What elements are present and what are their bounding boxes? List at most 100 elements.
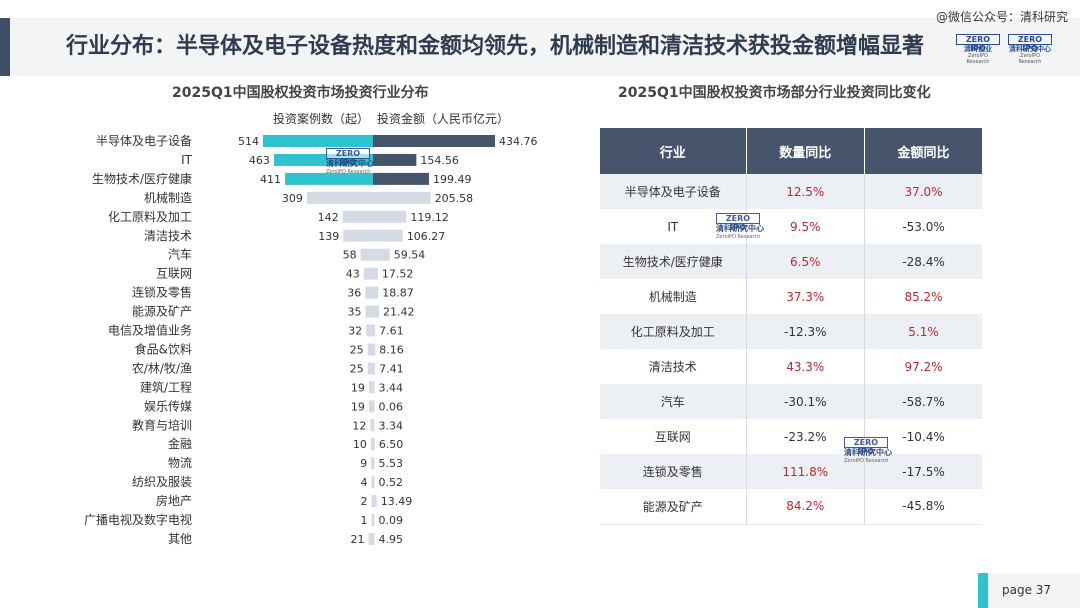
amount-yoy-cell: -58.7% [864,384,982,419]
count-bar [363,267,373,280]
amount-bar [373,381,375,394]
amount-value-label: 21.42 [383,306,415,319]
header-logos: ZERO IPO 清科创业 ZeroIPO Research ZERO IPO … [956,34,1052,65]
category-label: 连锁及零售 [132,285,192,300]
logo-cn-alt: 清科创业 [964,45,992,53]
logo-en: ZeroIPO Research [1018,53,1042,65]
table-row: IT 9.5% -53.0% [600,209,982,244]
count-yoy-cell: 43.3% [746,349,866,384]
category-label: IT [181,153,193,167]
count-value-label: 58 [343,249,357,262]
count-yoy-cell: -12.3% [746,314,866,349]
amount-bar [373,229,403,242]
count-value-label: 36 [347,287,361,300]
amount-bar [373,267,378,280]
col-header-industry: 行业 [600,128,747,174]
count-value-label: 25 [350,343,364,356]
count-bar [285,172,373,185]
amount-bar [373,305,380,318]
industry-cell: IT [600,209,747,244]
zero2ipo-research-logo: ZERO IPO 清科研究中心 ZeroIPO Research [1008,34,1052,65]
industry-cell: 生物技术/医疗健康 [600,244,747,279]
count-bar [371,476,373,489]
logo-brand: ZERO IPO [1008,34,1052,53]
industry-cell: 机械制造 [600,279,747,314]
amount-value-label: 154.56 [420,154,459,167]
count-bar [365,305,373,318]
page-number-box: page 37 [978,573,1080,608]
category-label: 娱乐传媒 [144,398,192,413]
amount-value-label: 8.16 [379,343,404,356]
table-row: 生物技术/医疗健康 6.5% -28.4% [600,244,982,279]
amount-yoy-cell: -10.4% [902,429,945,444]
amount-bar [373,532,375,545]
count-yoy-cell: 111.8% [746,454,866,489]
category-label: 教育与培训 [132,417,192,432]
amount-bar [373,476,375,489]
amount-value-label: 0.52 [379,476,404,489]
amount-value-label: 0.06 [379,400,404,413]
amount-yoy-cell: 37.0% [864,174,982,209]
amount-bar [373,343,376,356]
table-row: 半导体及电子设备 12.5% 37.0% [600,174,982,209]
count-value-label: 463 [249,154,270,167]
amount-value-label: 434.76 [499,135,538,148]
count-yoy-cell: -23.2% [746,419,866,454]
amount-value-label: 205.58 [435,192,474,205]
amount-bar [373,457,375,470]
count-value-label: 309 [282,192,303,205]
amount-bar [373,210,407,223]
amount-value-label: 106.27 [407,230,446,243]
count-bar [371,514,373,526]
amount-value-label: 18.87 [382,287,414,300]
industry-cell: 互联网 [600,419,747,454]
amount-yoy-cell: -53.0% [902,219,945,234]
col-header-amount-yoy: 金额同比 [864,128,982,174]
category-label: 半导体及电子设备 [96,134,192,148]
amount-value-label: 3.44 [379,381,404,394]
page-number: page 37 [1002,583,1052,597]
count-value-label: 21 [351,533,365,546]
amount-value-label: 13.49 [381,495,413,508]
table-row: 能源及矿产 84.2% -45.8% [600,489,982,525]
table-row: 机械制造 37.3% 85.2% [600,279,982,314]
amount-bar [373,191,431,204]
industry-cell: 清洁技术 [600,349,747,384]
amount-value-label: 119.12 [410,211,449,224]
count-value-label: 1 [361,514,368,527]
category-label: 化工原料及加工 [108,210,192,224]
amount-bar [373,172,429,185]
count-value-label: 10 [353,438,367,451]
amount-bar [373,135,495,147]
amount-bar [373,286,379,299]
table-row: 连锁及零售 111.8% -17.5% [600,454,982,489]
category-label: 建筑/工程 [140,379,192,394]
table-row: 清洁技术 43.3% 97.2% [600,349,982,384]
count-value-label: 411 [260,173,281,186]
amount-yoy-cell: 5.1% [864,314,982,349]
count-bar [273,153,373,166]
wechat-watermark: @微信公众号：清科研究 [935,10,1068,24]
count-bar [368,532,373,545]
amount-value-label: 7.61 [379,325,404,338]
industry-cell: 化工原料及加工 [600,314,747,349]
count-value-label: 142 [318,211,339,224]
amount-yoy-cell: 85.2% [904,289,943,304]
amount-value-label: 17.52 [382,268,414,281]
category-label: 物流 [168,456,192,470]
count-value-label: 43 [346,268,360,281]
industry-cell: 能源及矿产 [600,489,747,525]
count-value-label: 514 [238,135,259,148]
category-label: 金融 [168,436,192,451]
col-header-count-yoy: 数量同比 [746,128,866,174]
count-bar [368,381,373,394]
category-label: 生物技术/医疗健康 [92,171,192,186]
count-bar [371,457,373,470]
count-value-label: 19 [351,400,365,413]
logo-en: ZeroIPO Research [966,53,990,65]
category-label: 机械制造 [144,190,192,205]
category-label: 清洁技术 [144,229,192,243]
amount-value-label: 6.50 [379,438,404,451]
table-row: 化工原料及加工 -12.3% 5.1% [600,314,982,349]
